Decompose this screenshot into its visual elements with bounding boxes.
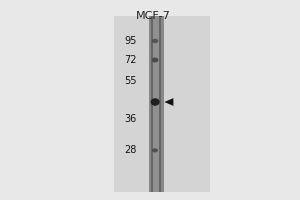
Ellipse shape: [152, 58, 158, 62]
Ellipse shape: [152, 148, 158, 152]
Bar: [114, 16, 210, 192]
Polygon shape: [164, 98, 173, 106]
Text: 36: 36: [124, 114, 136, 124]
Text: 95: 95: [124, 36, 136, 46]
Text: 55: 55: [124, 76, 136, 86]
Text: 28: 28: [124, 145, 136, 155]
Bar: [153, 16, 159, 192]
Bar: [148, 16, 164, 192]
Bar: [151, 16, 161, 192]
Ellipse shape: [152, 39, 158, 43]
Ellipse shape: [151, 98, 160, 106]
Text: MCF-7: MCF-7: [136, 11, 170, 21]
Text: 72: 72: [124, 55, 136, 65]
